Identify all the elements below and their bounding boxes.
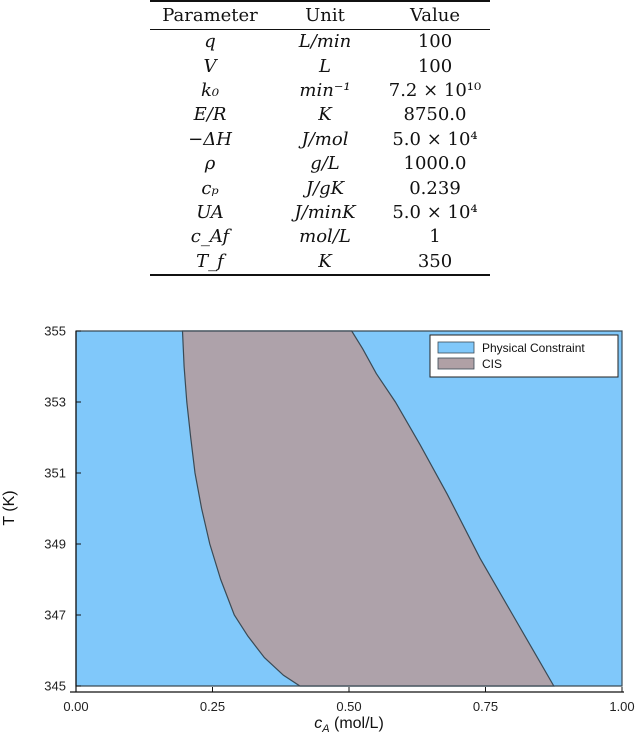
header-unit: Unit xyxy=(270,0,380,30)
legend-label: Physical Constraint xyxy=(482,341,585,355)
param-cell: k₀ xyxy=(200,79,220,101)
legend-swatch xyxy=(437,357,475,370)
header-value: Value xyxy=(380,0,490,30)
legend-label: CIS xyxy=(482,357,502,371)
y-tick-label: 345 xyxy=(44,679,66,694)
y-tick-label: 353 xyxy=(44,395,66,410)
param-cell: q xyxy=(204,31,216,53)
table-row: T_f K 350 xyxy=(150,249,490,276)
value-cell: 5.0 × 10⁴ xyxy=(392,201,478,223)
unit-cell: J/mol xyxy=(301,128,349,150)
unit-cell: K xyxy=(270,249,380,276)
x-tick-label: 1.00 xyxy=(609,699,634,714)
legend-swatch xyxy=(437,341,475,354)
value-cell: 350 xyxy=(380,249,490,276)
value-cell: 1000.0 xyxy=(403,153,467,175)
param-cell: E/R xyxy=(193,104,227,126)
value-cell: 100 xyxy=(417,31,453,53)
unit-cell: J/gK xyxy=(305,177,345,199)
x-tick-label: 0.75 xyxy=(473,699,498,714)
table-row: q L/min 100 xyxy=(150,30,490,55)
unit-cell: L/min xyxy=(298,31,352,53)
x-tick-labels: 0.00 0.25 0.50 0.75 1.00 xyxy=(63,699,634,714)
value-cell: 100 xyxy=(417,55,453,77)
param-cell: T_f xyxy=(150,249,270,276)
param-cell: V xyxy=(203,55,217,77)
table-row: V L 100 xyxy=(150,54,490,78)
value-cell: 0.239 xyxy=(409,177,461,199)
table-row: c_Af mol/L 1 xyxy=(150,225,490,249)
unit-cell: L xyxy=(319,55,331,77)
table-row: cₚ J/gK 0.239 xyxy=(150,176,490,200)
x-axis-label: cA (mol/L) xyxy=(314,715,384,735)
axes xyxy=(70,330,624,693)
legend: Physical Constraint CIS xyxy=(429,334,619,378)
unit-cell: J/minK xyxy=(294,201,356,223)
y-tick-label: 349 xyxy=(44,537,66,552)
table-row: −ΔH J/mol 5.0 × 10⁴ xyxy=(150,128,490,152)
x-tick-label: 0.25 xyxy=(200,699,225,714)
value-cell: 5.0 × 10⁴ xyxy=(392,128,478,150)
unit-cell: mol/L xyxy=(299,226,351,248)
unit-cell: g/L xyxy=(310,153,340,175)
area-cis xyxy=(181,330,555,687)
table-row: k₀ min⁻¹ 7.2 × 10¹⁰ xyxy=(150,79,490,103)
y-axis-label: T (K) xyxy=(1,490,18,525)
y-tick-labels: 345 347 349 351 353 355 xyxy=(44,324,66,694)
table-row: UA J/minK 5.0 × 10⁴ xyxy=(150,201,490,225)
value-cell: 7.2 × 10¹⁰ xyxy=(388,79,482,101)
unit-cell: K xyxy=(318,104,332,126)
param-cell: −ΔH xyxy=(188,128,232,150)
param-cell: ρ xyxy=(204,153,216,175)
param-cell: UA xyxy=(196,201,224,223)
value-cell: 8750.0 xyxy=(403,104,467,126)
x-tick-label: 0.50 xyxy=(336,699,361,714)
param-cell: cₚ xyxy=(201,177,219,199)
y-tick-label: 355 xyxy=(44,324,66,339)
table-header-row: Parameter Unit Value xyxy=(150,0,490,30)
value-cell: 1 xyxy=(429,226,441,248)
cis-chart: 0.00 0.25 0.50 0.75 1.00 345347349351353355 … xyxy=(1,324,635,736)
series-areas xyxy=(75,330,623,687)
y-tick-label: 351 xyxy=(44,466,66,481)
y-tick-label: 347 xyxy=(44,608,66,623)
x-tick-label: 0.00 xyxy=(63,699,88,714)
parameter-table: Parameter Unit Value q L/min 100 V L 100 k₀ m… xyxy=(150,0,490,276)
table-row: E/R K 8750.0 xyxy=(150,103,490,127)
header-parameter: Parameter xyxy=(150,0,270,30)
unit-cell: min⁻¹ xyxy=(299,79,351,101)
param-cell: c_Af xyxy=(190,226,230,248)
table-row: ρ g/L 1000.0 xyxy=(150,152,490,176)
